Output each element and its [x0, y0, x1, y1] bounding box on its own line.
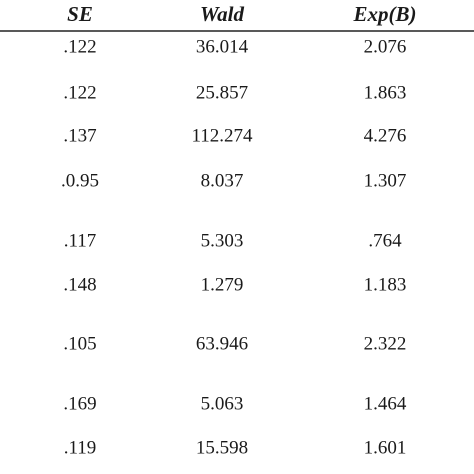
table-cell: 15.598 — [196, 437, 248, 458]
table-cell: .122 — [63, 36, 96, 57]
table-cell: 112.274 — [191, 125, 253, 146]
column-header: Exp(B) — [353, 2, 417, 26]
table-cell: 8.037 — [201, 170, 244, 191]
table-cell: 1.464 — [364, 393, 407, 414]
table-cell: 25.857 — [196, 82, 248, 103]
table-cell: 2.322 — [364, 333, 407, 354]
table-cell: .169 — [63, 393, 96, 414]
table-cell: 63.946 — [196, 333, 248, 354]
table-cell: 1.183 — [364, 274, 407, 295]
table-cell: 1.601 — [364, 437, 407, 458]
column-header: Wald — [200, 2, 244, 26]
table-cell: 5.063 — [201, 393, 244, 414]
table-cell: .0.95 — [61, 170, 99, 191]
column-header: SE — [67, 2, 93, 26]
table-cell: .137 — [63, 125, 96, 146]
table-cell: 2.076 — [364, 36, 407, 57]
table-cell: .148 — [63, 274, 96, 295]
table-cell: 1.307 — [364, 170, 407, 191]
table-cell: 1.279 — [201, 274, 244, 295]
table-cell: .119 — [64, 437, 97, 458]
table-cell: .122 — [63, 82, 96, 103]
table-cell: 4.276 — [364, 125, 407, 146]
table-cell: .764 — [368, 230, 402, 251]
table-cell: 1.863 — [364, 82, 407, 103]
table-cell: .117 — [64, 230, 97, 251]
table-cell: .105 — [63, 333, 96, 354]
table-cell: 36.014 — [196, 36, 249, 57]
table-cell: 5.303 — [201, 230, 244, 251]
